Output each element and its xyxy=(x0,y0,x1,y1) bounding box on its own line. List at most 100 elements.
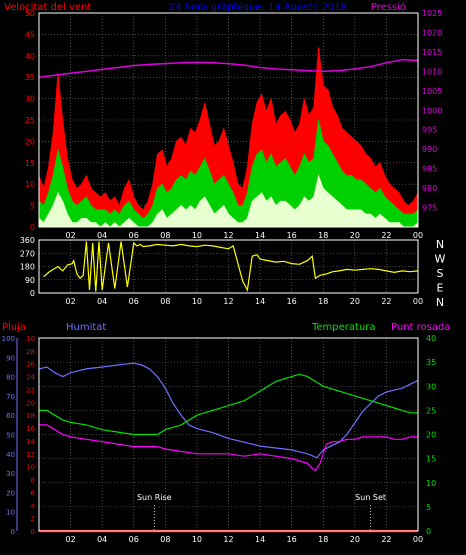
pressure-tick-label: 1025 xyxy=(422,9,442,18)
humidity-tick-label: 20 xyxy=(6,489,15,497)
humidity-tick-label: 90 xyxy=(6,354,15,362)
temperature-tick-label: 0 xyxy=(426,527,431,536)
wind-y-tick-label: 25 xyxy=(25,116,35,125)
pressure-tick-label: 980 xyxy=(422,184,437,193)
direction-x-tick-label: 10 xyxy=(192,297,202,306)
direction-x-tick-label: 18 xyxy=(318,297,328,306)
temperature-tick-label: 15 xyxy=(426,455,436,464)
wind-left-axis-label: Velocitat del vent xyxy=(4,2,91,13)
rain-tick-label: 30 xyxy=(26,335,35,343)
wind-y-tick-label: 5 xyxy=(30,202,35,211)
wind-y-tick-label: 35 xyxy=(25,73,35,82)
direction-x-tick-label: 06 xyxy=(129,297,139,306)
direction-x-tick-label: 08 xyxy=(160,297,170,306)
rain-tick-label: 20 xyxy=(26,399,35,407)
wind-y-tick-label: 40 xyxy=(25,52,35,61)
humtemp-x-tick-label: 20 xyxy=(350,535,360,544)
wind-y-tick-label: 10 xyxy=(25,180,35,189)
compass-label: E xyxy=(437,282,444,295)
rain-tick-label: 14 xyxy=(26,438,35,446)
humtemp-x-tick-label: 00 xyxy=(413,535,423,544)
dewpoint-label: Punt rosada xyxy=(391,322,450,333)
temperature-line xyxy=(39,373,418,436)
rain-label: Pluja xyxy=(2,322,26,333)
rain-tick-label: 18 xyxy=(26,412,35,420)
humidity-tick-label: 60 xyxy=(6,412,15,420)
pressure-tick-label: 1005 xyxy=(422,87,442,96)
wind-x-tick-label: 10 xyxy=(192,231,202,240)
humidity-tick-label: 40 xyxy=(6,451,15,459)
wind-panel-frame xyxy=(38,12,419,228)
humidity-tick-label: 50 xyxy=(6,432,15,440)
temperature-tick-label: 10 xyxy=(426,479,436,488)
rain-tick-label: 16 xyxy=(26,425,35,433)
humidity-tick-label: 10 xyxy=(6,509,15,517)
pressure-tick-label: 985 xyxy=(422,165,437,174)
direction-x-tick-label: 02 xyxy=(65,297,75,306)
direction-x-tick-label: 12 xyxy=(223,297,233,306)
wind-x-tick-label: 16 xyxy=(287,231,297,240)
rain-tick-label: 4 xyxy=(31,502,36,510)
wind-x-tick-label: 18 xyxy=(318,231,328,240)
temperature-tick-label: 35 xyxy=(426,358,436,367)
wind-x-tick-label: 04 xyxy=(97,231,107,240)
humidity-tick-label: 100 xyxy=(2,335,15,343)
wind-minimum-area xyxy=(38,174,419,228)
rain-tick-label: 12 xyxy=(26,451,35,459)
humtemp-x-tick-label: 06 xyxy=(129,535,139,544)
dewpoint-line xyxy=(39,424,418,472)
wind-x-tick-label: 06 xyxy=(129,231,139,240)
humidity-tick-label: 80 xyxy=(6,374,15,382)
humtemp-x-tick-label: 04 xyxy=(97,535,107,544)
wind-y-tick-label: 20 xyxy=(25,137,35,146)
wind-x-tick-label: 12 xyxy=(223,231,233,240)
direction-x-tick-label: 00 xyxy=(413,297,423,306)
wind-x-tick-label: 00 xyxy=(413,231,423,240)
rain-tick-label: 22 xyxy=(26,386,35,394)
humtemp-x-tick-label: 10 xyxy=(192,535,202,544)
rain-tick-label: 8 xyxy=(31,477,35,485)
wind-y-tick-label: 50 xyxy=(25,9,35,18)
pressure-line xyxy=(38,58,419,78)
temperature-tick-label: 40 xyxy=(426,334,436,343)
humtemp-panel-frame xyxy=(38,337,419,532)
wind-y-tick-label: 15 xyxy=(25,159,35,168)
pressure-axis-label: Pressió xyxy=(371,1,406,13)
wind-x-tick-label: 08 xyxy=(160,231,170,240)
humtemp-x-tick-label: 14 xyxy=(255,535,265,544)
wind-y-tick-label: 0 xyxy=(30,223,35,232)
rain-tick-label: 2 xyxy=(31,515,35,523)
humidity-tick-label: 0 xyxy=(11,528,15,536)
direction-x-tick-label: 22 xyxy=(381,297,391,306)
pressure-tick-label: 995 xyxy=(422,126,437,135)
humidity-line xyxy=(38,362,419,459)
compass-label: N xyxy=(436,296,444,309)
wind-x-tick-label: 20 xyxy=(350,231,360,240)
rain-tick-label: 24 xyxy=(26,374,35,382)
direction-line xyxy=(43,241,419,293)
humtemp-x-tick-label: 16 xyxy=(287,535,297,544)
wind-x-tick-label: 14 xyxy=(255,231,265,240)
compass-label: W xyxy=(435,253,446,266)
rain-tick-label: 28 xyxy=(26,348,35,356)
rain-tick-label: 26 xyxy=(26,361,35,369)
temperature-label: Temperatura xyxy=(311,322,376,333)
direction-tick-label: 90 xyxy=(25,276,35,285)
pressure-tick-label: 990 xyxy=(422,145,437,154)
humtemp-x-tick-label: 22 xyxy=(381,535,391,544)
direction-x-tick-label: 20 xyxy=(350,297,360,306)
rain-tick-label: 0 xyxy=(31,528,35,536)
temperature-tick-label: 25 xyxy=(426,406,436,415)
wind-y-tick-label: 45 xyxy=(25,30,35,39)
wind-x-tick-label: 22 xyxy=(381,231,391,240)
humtemp-x-tick-label: 18 xyxy=(318,535,328,544)
humtemp-x-tick-label: 02 xyxy=(65,535,75,544)
sunrise-label: Sun Rise xyxy=(137,493,172,502)
direction-tick-label: 270 xyxy=(20,249,35,258)
pressure-tick-label: 975 xyxy=(422,204,437,213)
direction-panel-frame xyxy=(38,239,419,294)
chart-title: 24 hora gràphique: 14 Agosto 2018 xyxy=(169,1,347,13)
wind-x-tick-label: 02 xyxy=(65,231,75,240)
